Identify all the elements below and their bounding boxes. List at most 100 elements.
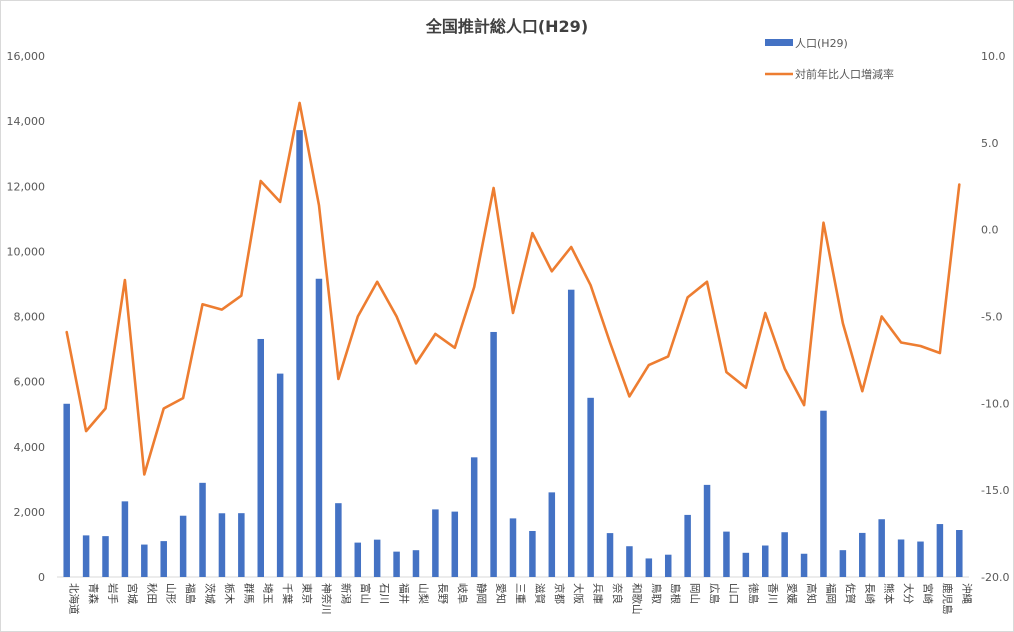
y-left-tick-label: 16,000 (7, 50, 46, 63)
bar (606, 533, 614, 577)
y-left-tick-label: 0 (38, 571, 45, 584)
bar (567, 289, 575, 577)
bar (839, 550, 847, 577)
category-label: 滋賀 (533, 583, 546, 604)
y-right-tick-label: 0.0 (981, 224, 999, 237)
category-label: 福島 (184, 583, 197, 604)
category-label: 徳島 (747, 583, 760, 604)
y-right-tick-label: 10.0 (981, 50, 1006, 63)
legend-bar-swatch (765, 39, 793, 46)
category-label: 鹿児島 (941, 583, 954, 615)
bar (781, 532, 788, 577)
bar (432, 509, 439, 577)
bar (490, 331, 497, 577)
category-label: 島根 (669, 583, 682, 604)
category-label: 新潟 (339, 583, 352, 604)
bar (548, 492, 556, 577)
category-label: 静岡 (475, 583, 488, 604)
bar (121, 501, 129, 577)
bar (723, 531, 730, 577)
category-label: 千葉 (281, 583, 294, 604)
bar (645, 558, 653, 577)
bar (373, 539, 381, 577)
bar (878, 519, 885, 577)
category-label: 沖縄 (960, 583, 973, 604)
y-left-tick-label: 10,000 (7, 245, 46, 258)
axes: 0 2,000 4,000 6,000 8,000 10,000 12,000 14,000 1… (7, 50, 1010, 584)
bar-series (63, 130, 963, 577)
bar (276, 373, 284, 577)
category-label: 宮崎 (921, 583, 934, 604)
legend: 人口(H29) 対前年比人口増減率 (765, 37, 894, 81)
category-label: 秋田 (145, 583, 158, 604)
category-label: 大分 (902, 583, 915, 604)
y-left-tick-label: 14,000 (7, 115, 46, 128)
category-label: 佐賀 (844, 583, 857, 604)
bar (82, 535, 90, 577)
category-label: 長崎 (863, 583, 876, 604)
bar (141, 544, 148, 577)
bar (664, 554, 672, 577)
y-right-tick-label: 5.0 (981, 137, 999, 150)
category-labels: 北海道 青森 岩手 宮城 秋田 山形 福島 茨城 栃木 群馬 埼玉 千葉 東京 神奈川 新潟 富山 石川 福井 山梨… (68, 583, 974, 615)
category-label: 広島 (708, 583, 721, 604)
bar (509, 518, 517, 577)
category-label: 福岡 (824, 583, 837, 604)
bar (956, 530, 963, 577)
bar (587, 397, 594, 577)
bar (335, 503, 342, 577)
bar (296, 130, 303, 577)
category-label: 群馬 (242, 583, 255, 604)
category-label: 岩手 (107, 583, 120, 604)
y-left-tick-label: 6,000 (14, 376, 46, 389)
y-left-tick-label: 8,000 (14, 311, 46, 324)
category-label: 三重 (514, 583, 527, 604)
category-label: 茨城 (204, 583, 217, 604)
category-label: 青森 (87, 583, 100, 604)
bar (684, 514, 691, 577)
bar (626, 546, 633, 577)
bar (238, 513, 245, 577)
category-label: 大阪 (572, 583, 585, 604)
category-label: 東京 (301, 583, 314, 604)
y-left-tick-label: 2,000 (14, 506, 46, 519)
category-label: 富山 (359, 583, 372, 604)
category-label: 奈良 (611, 583, 624, 604)
y-left-tick-label: 12,000 (7, 180, 46, 193)
bar (820, 410, 827, 577)
category-label: 熊本 (883, 583, 896, 604)
bar (529, 530, 536, 577)
bar (897, 539, 905, 577)
bar (762, 545, 769, 577)
line-series-path (65, 101, 961, 476)
category-label: 神奈川 (320, 583, 333, 615)
y-right-tick-label: -20.0 (981, 571, 1009, 584)
category-label: 栃木 (223, 583, 236, 604)
bar (199, 482, 206, 577)
bar (102, 536, 109, 577)
category-label: 愛媛 (786, 583, 799, 604)
chart-title: 全国推計総人口(H29) (425, 17, 588, 36)
category-label: 兵庫 (592, 583, 605, 604)
bar (859, 532, 866, 577)
category-label: 京都 (553, 583, 566, 604)
bar (451, 511, 459, 577)
category-label: 高知 (805, 583, 818, 604)
category-label: 山梨 (417, 583, 430, 605)
bar (470, 457, 478, 577)
bar (917, 541, 924, 577)
y-right-tick-label: -5.0 (981, 311, 1002, 324)
legend-line-label: 対前年比人口増減率 (795, 67, 894, 81)
bar (218, 513, 226, 577)
category-label: 山口 (727, 583, 739, 604)
y-left-tick-label: 4,000 (14, 441, 46, 454)
legend-bar-label: 人口(H29) (795, 37, 848, 50)
line-series (65, 101, 961, 476)
bar (703, 484, 711, 577)
bar (412, 550, 420, 577)
bar (936, 524, 944, 577)
y-right-tick-label: -10.0 (981, 397, 1009, 410)
bar (354, 542, 362, 577)
